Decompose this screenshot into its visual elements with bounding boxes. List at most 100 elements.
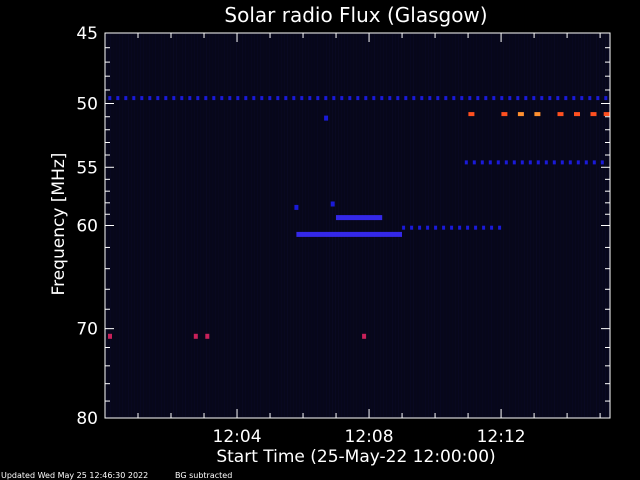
background-streak	[155, 34, 156, 417]
background-streak	[572, 34, 573, 417]
band-segment	[584, 160, 588, 165]
band-segment	[464, 160, 468, 165]
background-streak	[356, 34, 357, 417]
background-streak	[413, 34, 414, 417]
background-streak	[434, 34, 435, 417]
background-streak	[452, 34, 453, 417]
signal-point	[205, 333, 210, 339]
background-streak	[119, 34, 120, 417]
band-segment	[500, 96, 504, 101]
background-streak	[518, 34, 519, 417]
background-streak	[170, 34, 171, 417]
signal-point	[603, 112, 610, 117]
background-streak	[596, 34, 597, 417]
background-streak	[542, 34, 543, 417]
band-segment	[484, 96, 488, 101]
band-segment	[404, 96, 408, 101]
background-streak	[164, 34, 165, 417]
background-streak	[569, 34, 570, 417]
signal-point	[574, 112, 580, 117]
background-streak	[116, 34, 117, 417]
background-streak	[521, 34, 522, 417]
background-streak	[419, 34, 420, 417]
background-streak	[383, 34, 384, 417]
background-streak	[428, 34, 429, 417]
background-note: BG subtracted	[175, 471, 232, 480]
band-segment	[324, 96, 328, 101]
background-streak	[227, 34, 228, 417]
background-streak	[515, 34, 516, 417]
y-tick-label: 50	[76, 95, 98, 115]
band-segment	[236, 96, 240, 101]
background-streak	[473, 34, 474, 417]
band-segment	[496, 160, 500, 165]
band-segment	[520, 160, 524, 165]
background-streak	[377, 34, 378, 417]
background-streak	[488, 34, 489, 417]
background-streak	[485, 34, 486, 417]
background-streak	[431, 34, 432, 417]
band-segment	[532, 96, 536, 101]
background-streak	[248, 34, 249, 417]
background-streak	[239, 34, 240, 417]
background-streak	[209, 34, 210, 417]
background-streak	[215, 34, 216, 417]
background-streak	[359, 34, 360, 417]
background-streak	[320, 34, 321, 417]
band-segment	[600, 160, 604, 165]
signal-point	[324, 115, 329, 121]
background-streak	[389, 34, 390, 417]
background-streak	[311, 34, 312, 417]
background-streak	[509, 34, 510, 417]
background-streak	[410, 34, 411, 417]
background-streak	[323, 34, 324, 417]
band-segment	[556, 96, 560, 101]
y-tick-label: 55	[76, 158, 98, 178]
background-streak	[464, 34, 465, 417]
signal-point	[501, 112, 508, 117]
background-streak	[458, 34, 459, 417]
data-marks	[108, 96, 610, 339]
band-segment	[540, 96, 544, 101]
band-segment	[516, 96, 520, 101]
background-streak	[296, 34, 297, 417]
background-streak	[173, 34, 174, 417]
background-streak	[341, 34, 342, 417]
background-streak	[362, 34, 363, 417]
background-streak	[230, 34, 231, 417]
band-segment	[472, 160, 476, 165]
y-axis-ticks: 45 50 55 60 70 80	[76, 24, 610, 429]
background-streak	[494, 34, 495, 417]
background-streak	[185, 34, 186, 417]
background-streak	[593, 34, 594, 417]
band-segment	[332, 96, 336, 101]
band-segment	[492, 96, 496, 101]
background-streak	[380, 34, 381, 417]
band-segment	[348, 96, 352, 101]
band-segment	[596, 96, 600, 101]
band-segment	[220, 96, 224, 101]
background-streak	[326, 34, 327, 417]
background-streak	[557, 34, 558, 417]
band-segment	[316, 96, 320, 101]
background-streak	[212, 34, 213, 417]
background-streak	[200, 34, 201, 417]
background-streak	[257, 34, 258, 417]
band-segment	[268, 96, 272, 101]
band-segment	[116, 96, 120, 101]
band-segment	[132, 96, 136, 101]
background-streak	[242, 34, 243, 417]
band-segment	[420, 96, 424, 101]
background-streak	[134, 34, 135, 417]
background-streak	[482, 34, 483, 417]
background-streak	[314, 34, 315, 417]
band-segment	[156, 96, 160, 101]
background-texture	[107, 34, 609, 417]
background-streak	[581, 34, 582, 417]
background-streak	[353, 34, 354, 417]
background-streak	[500, 34, 501, 417]
band-segment	[204, 96, 208, 101]
background-streak	[467, 34, 468, 417]
background-streak	[407, 34, 408, 417]
